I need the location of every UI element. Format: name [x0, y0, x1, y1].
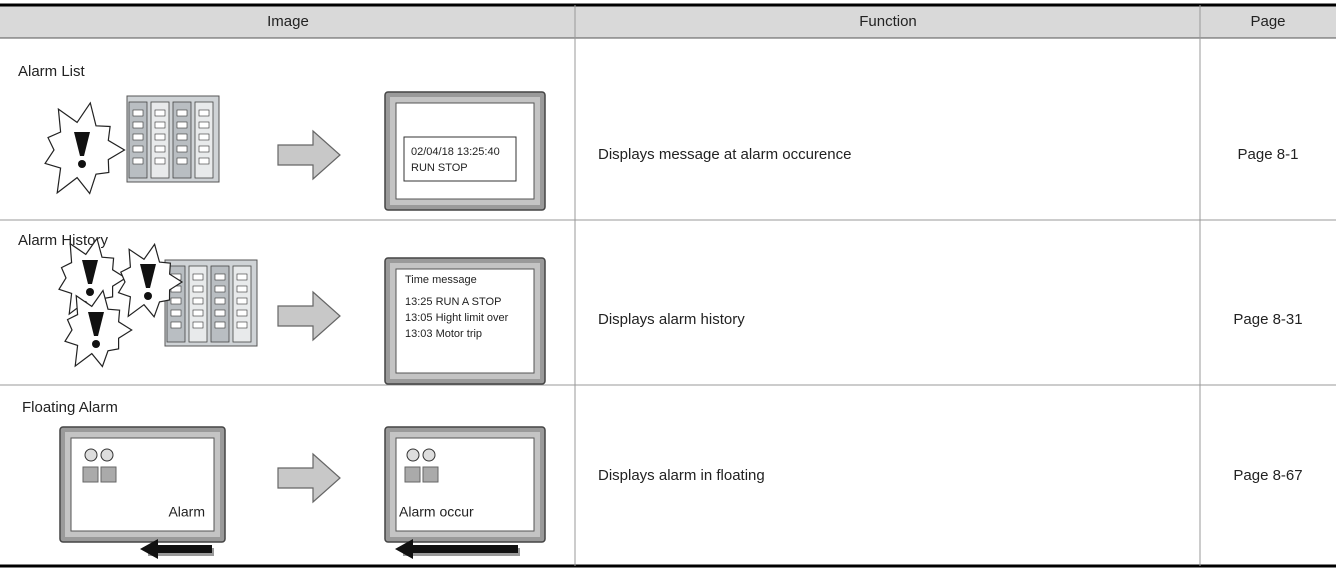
flow-arrow — [277, 290, 341, 342]
header-cell: Function — [859, 13, 917, 30]
page-ref: Page 8-31 — [1233, 311, 1302, 328]
page-ref: Page 8-67 — [1233, 467, 1302, 484]
plc-port — [154, 109, 166, 117]
plc-port — [236, 309, 248, 317]
header-cell: Image — [267, 13, 309, 30]
row-title: Floating Alarm — [22, 399, 118, 416]
exclamation-dot — [86, 288, 94, 296]
message-box — [403, 136, 517, 182]
plc-port — [192, 285, 204, 293]
plc-port — [170, 321, 182, 329]
screen-text: 13:05 Hight limit over — [405, 312, 509, 324]
header-bg — [0, 5, 1336, 38]
plc-port — [132, 133, 144, 141]
plc-port — [198, 109, 210, 117]
plc-port — [176, 133, 188, 141]
header-cell: Page — [1250, 13, 1285, 30]
plc-port — [132, 109, 144, 117]
plc-port — [236, 273, 248, 281]
float-arrow — [395, 539, 518, 559]
row-title: Alarm History — [18, 232, 109, 249]
lamp — [406, 448, 420, 462]
function-text: Displays alarm in floating — [598, 467, 765, 484]
plc-port — [214, 285, 226, 293]
plc-port — [154, 145, 166, 153]
switch — [422, 466, 439, 483]
lamp — [422, 448, 436, 462]
screen-text: 13:03 Motor trip — [405, 328, 482, 340]
illustrations: 02/04/18 13:25:40 RUN STOP Time message 13:… — [44, 91, 546, 559]
exclamation — [74, 132, 90, 156]
plc-port — [154, 157, 166, 165]
plc-port — [192, 297, 204, 305]
plc-port — [198, 157, 210, 165]
plc-port — [176, 145, 188, 153]
float-arrow — [140, 539, 212, 559]
screen-text: Alarm — [168, 504, 205, 520]
flow-arrow — [277, 129, 341, 181]
function-text: Displays message at alarm occurence — [598, 146, 851, 163]
switch — [82, 466, 99, 483]
plc-port — [192, 273, 204, 281]
plc-port — [236, 285, 248, 293]
switch — [100, 466, 117, 483]
plc-port — [214, 273, 226, 281]
plc-port — [170, 309, 182, 317]
row-title: Alarm List — [18, 63, 86, 80]
lamp — [84, 448, 98, 462]
got-display — [395, 268, 535, 374]
function-text: Displays alarm history — [598, 311, 745, 328]
plc-port — [154, 133, 166, 141]
flow-arrow — [277, 452, 341, 504]
plc-port — [198, 133, 210, 141]
switch — [404, 466, 421, 483]
screen-text: Alarm occur — [399, 504, 474, 520]
plc-port — [132, 157, 144, 165]
screen-text: RUN STOP — [411, 162, 468, 174]
screen-text: 13:25 RUN A STOP — [405, 296, 501, 308]
plc-port — [192, 309, 204, 317]
lamp — [100, 448, 114, 462]
plc-port — [132, 145, 144, 153]
plc-port — [214, 297, 226, 305]
plc-port — [214, 309, 226, 317]
plc-port — [214, 321, 226, 329]
page-ref: Page 8-1 — [1238, 146, 1299, 163]
plc-port — [154, 121, 166, 129]
exclamation-dot — [144, 292, 152, 300]
screen-text: 02/04/18 13:25:40 — [411, 146, 500, 158]
exclamation-dot — [78, 160, 86, 168]
plc-port — [198, 145, 210, 153]
plc-port — [176, 109, 188, 117]
plc-port — [132, 121, 144, 129]
plc-port — [236, 297, 248, 305]
plc-port — [170, 297, 182, 305]
plc-port — [236, 321, 248, 329]
screen-text: Time message — [405, 274, 477, 286]
plc-port — [192, 321, 204, 329]
plc-port — [176, 157, 188, 165]
exclamation-dot — [92, 340, 100, 348]
exclamation — [140, 264, 156, 288]
plc-port — [198, 121, 210, 129]
exclamation — [88, 312, 104, 336]
exclamation — [82, 260, 98, 284]
plc-port — [176, 121, 188, 129]
